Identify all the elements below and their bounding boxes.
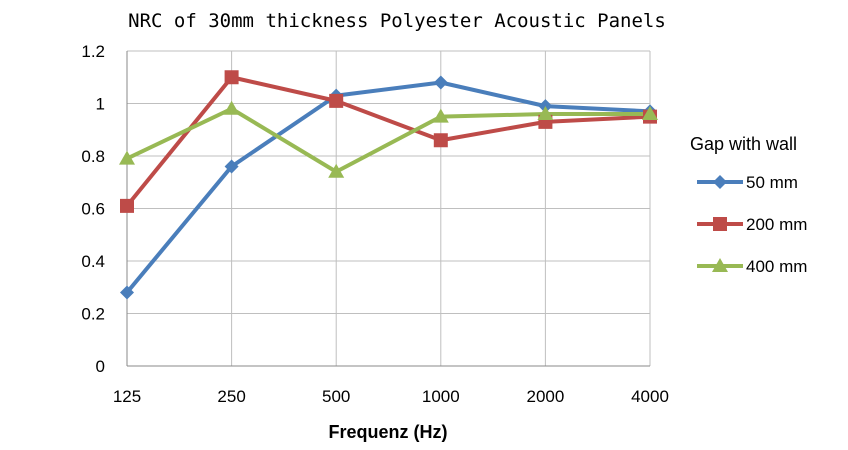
y-tick-label: 0 xyxy=(96,357,105,376)
x-tick-label: 500 xyxy=(322,387,350,406)
data-point-0-0 xyxy=(120,285,134,300)
data-point-1-0 xyxy=(120,198,134,213)
y-tick-label: 1 xyxy=(96,95,105,114)
y-tick-label: 0.4 xyxy=(81,252,105,271)
data-point-0-3 xyxy=(433,75,448,90)
chart-title: NRC of 30mm thickness Polyester Acoustic… xyxy=(128,10,666,32)
series-line-0 xyxy=(125,80,651,294)
legend: Gap with wall 50 mm 200 mm 400 mm xyxy=(690,134,807,276)
data-point-1-3 xyxy=(433,133,448,148)
data-point-1-2 xyxy=(329,93,344,108)
legend-marker-2 xyxy=(712,258,728,272)
legend-label: 400 mm xyxy=(746,257,807,276)
legend-label: 200 mm xyxy=(746,215,807,234)
legend-marker-1 xyxy=(713,217,727,231)
legend-marker-0 xyxy=(713,175,727,189)
data-point-2-2 xyxy=(328,163,345,178)
y-tick-label: 1.2 xyxy=(81,42,105,61)
y-tick-label: 0.6 xyxy=(81,200,105,219)
y-tick-label: 0.2 xyxy=(81,305,105,324)
legend-label: 50 mm xyxy=(746,173,798,192)
data-point-2-5 xyxy=(642,106,658,120)
data-point-2-0 xyxy=(119,150,135,165)
x-tick-label: 2000 xyxy=(526,387,564,406)
series-line-2 xyxy=(126,106,650,174)
data-point-2-4 xyxy=(537,106,554,120)
y-tick-label: 0.8 xyxy=(81,147,105,166)
x-tick-label: 1000 xyxy=(422,387,460,406)
x-axis-label: Frequenz (Hz) xyxy=(329,422,448,442)
legend-title: Gap with wall xyxy=(690,134,797,154)
data-point-0-1 xyxy=(224,159,239,174)
data-point-2-1 xyxy=(223,100,240,115)
data-point-1-1 xyxy=(224,70,239,85)
x-tick-label: 250 xyxy=(217,387,245,406)
axes: 0 0.2 0.4 0.6 0.8 1 1.2 125 250 500 1000 2000 4000 xyxy=(81,42,669,406)
x-tick-label: 4000 xyxy=(631,387,669,406)
series-line-1 xyxy=(125,75,651,208)
grid xyxy=(127,50,651,367)
x-tick-label: 125 xyxy=(113,387,141,406)
series-layer xyxy=(119,70,658,300)
data-point-2-3 xyxy=(432,108,449,123)
